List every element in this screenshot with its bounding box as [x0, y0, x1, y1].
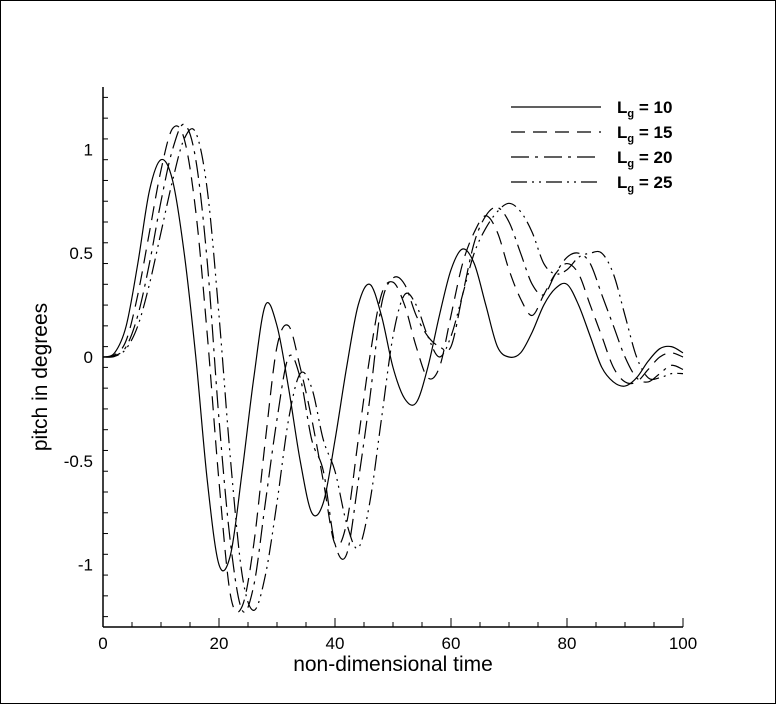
y-tick-label: -1 — [78, 556, 93, 575]
legend-entry-2: Lg = 15 — [617, 123, 672, 145]
legend-entry-3: Lg = 20 — [617, 148, 672, 170]
legend-entry-1: Lg = 10 — [617, 98, 672, 120]
x-tick-label: 40 — [326, 634, 345, 653]
x-tick-label: 100 — [669, 634, 697, 653]
legend-entry-4: Lg = 25 — [617, 173, 672, 195]
series-line-3 — [102, 123, 684, 613]
y-axis-title: pitch in degrees — [29, 303, 52, 451]
series-line-4 — [102, 128, 684, 611]
series-line-1 — [102, 158, 684, 572]
x-tick-label: 0 — [98, 634, 107, 653]
x-tick-label: 20 — [210, 634, 229, 653]
x-tick-label: 60 — [442, 634, 461, 653]
legend: Lg = 10 Lg = 15 Lg = 20 Lg = 25 — [511, 98, 672, 195]
y-tick-label: 0.5 — [69, 244, 93, 263]
series-line-2 — [102, 125, 684, 613]
y-tick-label: 0 — [84, 348, 93, 367]
x-axis-title: non-dimensional time — [293, 653, 493, 676]
series-lines — [102, 123, 684, 613]
x-tick-label: 80 — [558, 634, 577, 653]
y-tick-label: -0.5 — [64, 452, 93, 471]
y-tick-label: 1 — [84, 140, 93, 159]
axes: 0 20 40 60 80 100 -1 -0.5 0 0.5 1 — [64, 87, 697, 653]
